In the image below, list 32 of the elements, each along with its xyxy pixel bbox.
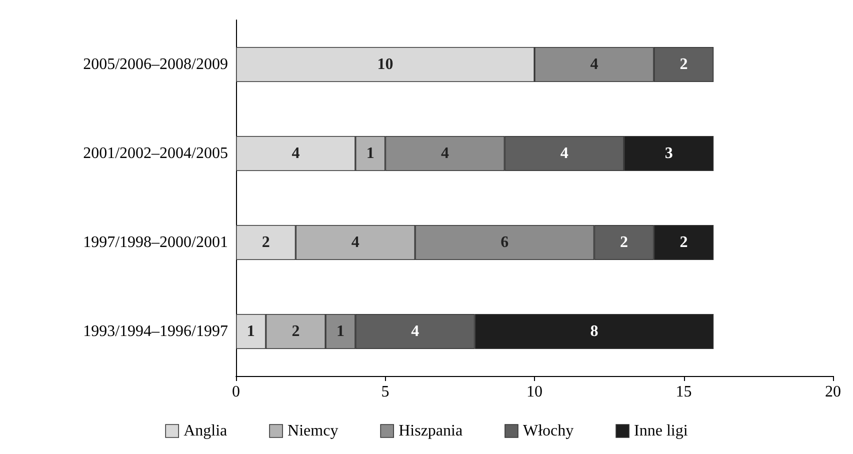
legend-label: Włochy xyxy=(522,422,574,440)
x-tick-label: 15 xyxy=(676,384,692,400)
data-label: 2 xyxy=(680,234,688,251)
data-label: 2 xyxy=(680,56,688,73)
legend-label: Anglia xyxy=(184,422,228,440)
data-label: 8 xyxy=(590,323,598,340)
legend-label: Inne ligi xyxy=(634,422,688,440)
data-label: 4 xyxy=(440,145,449,162)
data-label: 10 xyxy=(377,56,394,73)
data-label: 2 xyxy=(262,234,270,251)
y-tick-label: 2005/2006–2008/2009 xyxy=(83,56,228,73)
data-label: 1 xyxy=(336,323,344,340)
data-label: 1 xyxy=(366,145,374,162)
data-label: 2 xyxy=(620,234,628,251)
data-label: 2 xyxy=(292,323,300,340)
data-label: 6 xyxy=(500,234,509,251)
y-tick-label: 1993/1994–1996/1997 xyxy=(83,323,228,340)
y-tick-label: 2001/2002–2004/2005 xyxy=(83,145,228,162)
x-tick-label: 20 xyxy=(825,384,841,400)
x-tick-label: 5 xyxy=(381,384,390,400)
data-label: 4 xyxy=(351,234,360,251)
data-label: 1 xyxy=(246,323,255,340)
data-label: 4 xyxy=(411,323,420,340)
data-label: 3 xyxy=(664,145,673,162)
x-tick-label: 0 xyxy=(232,384,240,400)
data-label: 4 xyxy=(590,56,598,73)
legend-label: Niemcy xyxy=(288,422,338,440)
data-label: 4 xyxy=(292,145,300,162)
y-tick-label: 1997/1998–2000/2001 xyxy=(83,234,228,251)
legend-label: Hiszpania xyxy=(398,422,463,440)
x-tick-label: 10 xyxy=(526,384,542,400)
data-label: 4 xyxy=(560,145,568,162)
